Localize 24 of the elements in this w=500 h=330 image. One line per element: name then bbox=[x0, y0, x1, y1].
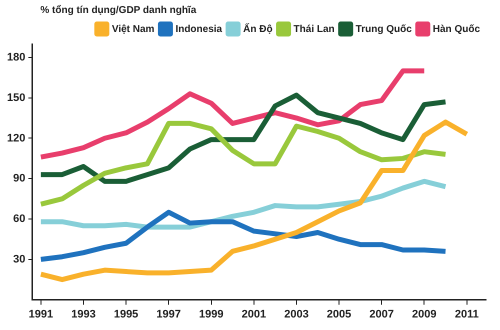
y-tick-label: 180 bbox=[6, 51, 26, 64]
y-tick-label: 150 bbox=[6, 92, 26, 104]
x-tick-label: 1991 bbox=[28, 308, 54, 320]
x-tick-label: 2003 bbox=[284, 308, 309, 320]
x-tick-label: 1999 bbox=[199, 308, 224, 320]
x-tick-label: 2011 bbox=[454, 308, 479, 320]
legend-label: Hàn Quốc bbox=[432, 24, 480, 35]
y-tick-label: 30 bbox=[13, 253, 26, 266]
legend-label: Việt Nam bbox=[112, 24, 155, 35]
legend-label: Trung Quốc bbox=[356, 24, 412, 35]
legend-label: Ấn Độ bbox=[243, 22, 273, 35]
y-tick-label: 120 bbox=[6, 132, 26, 144]
x-tick-label: 2009 bbox=[412, 308, 436, 320]
y-tick-label: 60 bbox=[13, 213, 26, 226]
x-tick-label: 2005 bbox=[326, 308, 352, 320]
legend-label: Indonesia bbox=[175, 24, 223, 35]
x-tick-label: 1995 bbox=[114, 308, 138, 320]
x-tick-label: 2007 bbox=[369, 308, 394, 320]
x-tick-label: 1997 bbox=[156, 308, 181, 320]
legend-label: Thái Lan bbox=[294, 24, 335, 35]
y-tick-label: 90 bbox=[13, 172, 26, 185]
y-axis-title: % tổng tín dụng/GDP danh nghĩa bbox=[40, 4, 197, 16]
x-tick-label: 2001 bbox=[242, 308, 266, 320]
x-tick-label: 1993 bbox=[71, 308, 96, 320]
